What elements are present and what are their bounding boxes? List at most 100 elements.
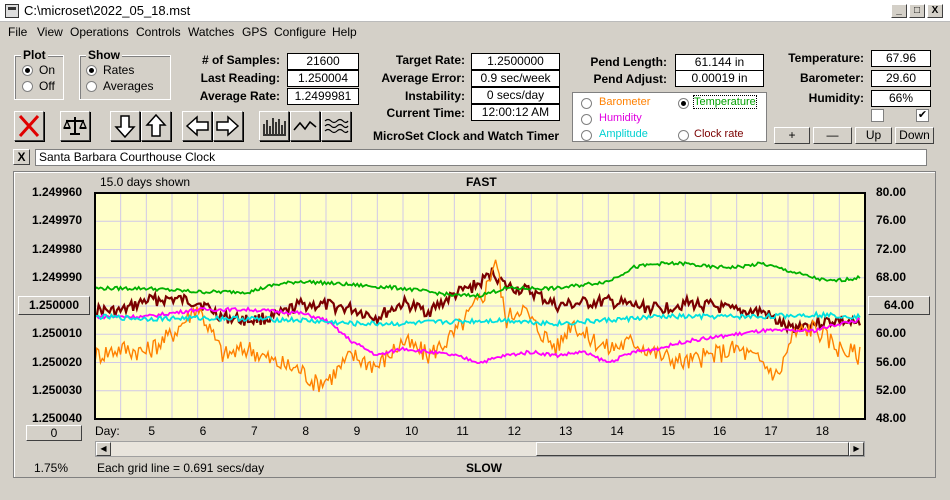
window-title: C:\microset\2022_05_18.mst xyxy=(24,3,191,18)
line-chart-icon xyxy=(293,120,317,131)
show-averages-radio[interactable] xyxy=(86,81,97,92)
overlay-barometer-radio[interactable] xyxy=(581,98,592,109)
left-y-tick-label: 1.249980 xyxy=(32,241,83,256)
scroll-right-button[interactable] xyxy=(213,111,243,141)
left-y-tick-label: 1.250030 xyxy=(32,382,83,397)
scrollbar-thumb[interactable] xyxy=(536,442,849,456)
scroll-down-button[interactable] xyxy=(110,111,140,141)
wave-icon xyxy=(324,118,349,134)
menu-gps[interactable]: GPS xyxy=(242,25,268,39)
last-reading-field: 1.250004 xyxy=(287,70,359,87)
pend-length-label: Pend Length: xyxy=(590,55,667,69)
overlay-selector: Barometer Temperature Humidity Amplitude… xyxy=(572,92,767,142)
show-group: Show xyxy=(79,48,171,100)
stop-button[interactable] xyxy=(14,111,44,141)
minus-button[interactable]: — xyxy=(813,127,852,144)
scroll-left-arrow-icon[interactable]: ◀ xyxy=(96,442,111,456)
minimize-button[interactable]: _ xyxy=(891,4,907,18)
overlay-temperature-radio[interactable] xyxy=(678,98,689,109)
temperature-field: 67.96 xyxy=(871,50,931,67)
arrow-right-icon xyxy=(216,115,240,137)
temperature-label: Temperature: xyxy=(788,51,864,65)
balance-scale-icon xyxy=(63,117,87,135)
average-rate-field: 1.2499981 xyxy=(287,88,359,105)
plus-button[interactable]: + xyxy=(774,127,810,144)
x-tick-label: 6 xyxy=(199,424,207,438)
menu-watches[interactable]: Watches xyxy=(188,25,235,39)
plot-off-radio[interactable] xyxy=(22,81,33,92)
clear-name-button[interactable]: X xyxy=(13,149,30,165)
right-y-tick-label: 72.00 xyxy=(876,241,907,256)
menu-operations[interactable]: Operations xyxy=(70,25,129,39)
overlay-amplitude-radio[interactable] xyxy=(581,130,592,141)
offset-value-button[interactable]: 0 xyxy=(26,425,82,441)
x-tick-label: 14 xyxy=(610,424,624,438)
instability-field: 0 secs/day xyxy=(471,87,560,104)
instability-label: Instability: xyxy=(404,89,465,103)
arrow-up-icon xyxy=(145,113,167,137)
bar-chart-button[interactable] xyxy=(259,111,289,141)
scroll-left-button[interactable] xyxy=(182,111,212,141)
horizontal-scrollbar[interactable]: ◀ ▶ xyxy=(95,441,865,457)
x-tick-label: 9 xyxy=(353,424,361,438)
show-averages-label: Averages xyxy=(103,79,154,93)
show-rates-radio[interactable] xyxy=(86,65,97,76)
menu-help[interactable]: Help xyxy=(332,25,357,39)
samples-label: # of Samples: xyxy=(201,53,280,67)
plot-on-label: On xyxy=(39,63,56,77)
right-y-tick-label: 80.00 xyxy=(876,185,907,199)
series-amplitude-line xyxy=(94,310,861,327)
down-button[interactable]: Down xyxy=(895,127,934,144)
overlay-humidity-label: Humidity xyxy=(599,112,642,124)
x-tick-label: 11 xyxy=(456,424,469,438)
grid-note-label: Each grid line = 0.691 secs/day xyxy=(97,461,265,475)
fast-label: FAST xyxy=(466,175,497,189)
day-axis-label: Day: xyxy=(95,424,120,438)
x-tick-label: 17 xyxy=(764,424,778,438)
menu-controls[interactable]: Controls xyxy=(136,25,181,39)
overlay-humidity-radio[interactable] xyxy=(581,114,592,125)
left-checkbox[interactable] xyxy=(871,109,884,122)
x-tick-label: 13 xyxy=(559,424,573,438)
overlay-barometer-label: Barometer xyxy=(599,96,651,108)
barometer-field: 29.60 xyxy=(871,70,931,87)
balance-button[interactable] xyxy=(60,111,90,141)
overlay-clockrate-label: Clock rate xyxy=(694,128,744,140)
plot-group-title: Plot xyxy=(21,48,48,62)
left-marker-button[interactable]: 1.250000 xyxy=(18,296,90,315)
current-time-label: Current Time: xyxy=(386,106,465,120)
right-y-tick-label: 52.00 xyxy=(876,382,907,397)
arrow-left-icon xyxy=(185,115,209,137)
menu-view[interactable]: View xyxy=(37,25,63,39)
maximize-button[interactable]: □ xyxy=(909,4,925,18)
scroll-right-arrow-icon[interactable]: ▶ xyxy=(849,442,864,456)
target-rate-label: Target Rate: xyxy=(395,53,465,67)
plot-group: Plot xyxy=(14,48,64,100)
x-tick-label: 16 xyxy=(713,424,727,438)
right-y-tick-label: 60.00 xyxy=(876,326,907,341)
wave-chart-button[interactable] xyxy=(321,111,351,141)
plot-on-radio[interactable] xyxy=(22,65,33,76)
clock-name-input[interactable]: Santa Barbara Courthouse Clock xyxy=(35,149,927,166)
plot-border xyxy=(94,192,866,420)
series-humidity-line xyxy=(94,306,860,365)
right-y-tick-label: 76.00 xyxy=(876,213,907,228)
right-marker-button[interactable]: 64.00 xyxy=(868,296,930,315)
red-x-icon xyxy=(18,114,40,138)
x-tick-label: 5 xyxy=(148,424,156,438)
pend-length-field: 61.144 in xyxy=(675,54,764,71)
overlay-clockrate-radio[interactable] xyxy=(678,130,689,141)
current-time-field: 12:00:12 AM xyxy=(471,104,560,121)
line-chart-button[interactable] xyxy=(290,111,320,141)
app-subtitle: MicroSet Clock and Watch Timer xyxy=(373,129,560,143)
scroll-up-button[interactable] xyxy=(141,111,171,141)
right-checkbox[interactable]: ✔ xyxy=(916,109,929,122)
close-button[interactable]: X xyxy=(927,4,943,18)
menu-configure[interactable]: Configure xyxy=(274,25,327,39)
app-icon xyxy=(5,4,19,18)
up-button[interactable]: Up xyxy=(855,127,892,144)
plot-off-label: Off xyxy=(39,79,55,93)
menu-file[interactable]: File xyxy=(8,25,28,39)
right-y-tick-label: 56.00 xyxy=(876,354,907,369)
